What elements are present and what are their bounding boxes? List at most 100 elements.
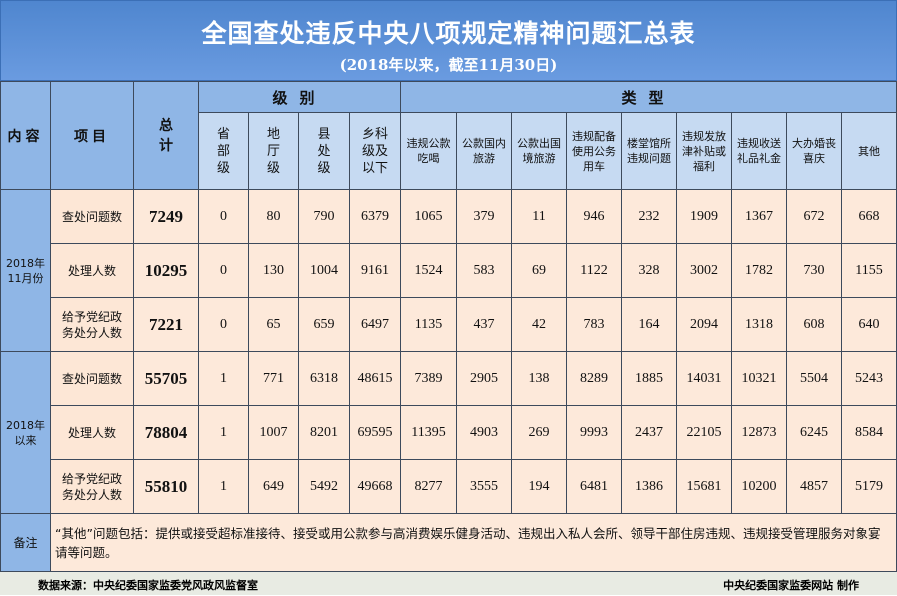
type-value: 730 [786,243,843,298]
row-item: 给予党纪政务处分人数 [50,459,134,514]
level-value: 6379 [348,189,402,244]
type-value: 8584 [841,405,897,460]
level-value: 1 [198,405,249,460]
header-type: 公款国内旅游 [456,112,513,190]
page-subtitle: (2018年以来，截至11月30日) [339,56,558,74]
type-value: 2094 [676,297,733,352]
header-total: 总计 [133,81,199,190]
type-value: 5243 [841,351,897,406]
level-value: 130 [248,243,299,298]
table-row: 处理人数 10295 0 130 1004 9161 1524 583 69 1122 328 300… [1,243,897,298]
row-item: 查处问题数 [50,351,134,406]
type-value: 1122 [566,243,623,298]
header-item: 项目 [50,81,134,190]
level-value: 0 [198,243,249,298]
type-value: 22105 [676,405,733,460]
title-banner: 全国查处违反中央八项规定精神问题汇总表 (2018年以来，截至11月30日) [0,0,897,81]
type-value: 14031 [676,351,733,406]
level-value: 5492 [298,459,350,514]
type-value: 15681 [676,459,733,514]
type-value: 608 [786,297,843,352]
header-type: 其他 [841,112,897,190]
level-value: 0 [198,297,249,352]
table-row: 2018年以来 查处问题数 55705 1 771 6318 48615 7389 2905 13… [0,351,897,514]
row-item: 处理人数 [50,243,134,298]
type-value: 3002 [676,243,733,298]
type-value: 668 [841,189,897,244]
type-value: 583 [456,243,513,298]
header-type: 大办婚丧喜庆 [786,112,843,190]
type-value: 328 [621,243,678,298]
level-value: 649 [248,459,299,514]
table-row: 给予党纪政务处分人数 55810 1 649 5492 49668 8277 3555 194 6… [1,459,897,514]
summary-table: 内容 项目 总计 级别 类型 省部级 地厅级 县处级 乡科级及以下 违规公款吃喝 公款国内… [0,81,897,572]
level-value: 69595 [348,405,402,460]
header-type: 违规配备使用公务用车 [566,112,623,190]
note-label: 备注 [0,513,51,572]
type-value: 6481 [566,459,623,514]
type-value: 6245 [786,405,843,460]
page-title: 全国查处违反中央八项规定精神问题汇总表 [201,19,696,48]
row-total: 10295 [133,243,199,298]
level-value: 1 [198,459,249,514]
level-value: 771 [248,351,299,406]
type-value: 5504 [786,351,843,406]
type-value: 1782 [731,243,788,298]
level-value: 49668 [348,459,402,514]
row-total: 78804 [133,405,199,460]
note-text: “其他”问题包括：提供或接受超标准接待、接受或用公款参与高消费娱乐健身活动、违规… [49,513,897,572]
type-value: 1524 [400,243,458,298]
header-total-label: 总计 [159,117,173,154]
type-value: 783 [566,297,623,352]
header-level-label: 县处级 [317,126,331,176]
type-value: 42 [511,297,568,352]
type-value: 437 [456,297,513,352]
header-level-group: 级别 [197,81,402,113]
level-value: 6318 [298,351,350,406]
type-value: 12873 [731,405,788,460]
type-value: 232 [621,189,678,244]
level-value: 1004 [298,243,350,298]
type-value: 11395 [400,405,458,460]
type-value: 5179 [841,459,897,514]
level-value: 790 [298,189,350,244]
type-value: 269 [511,405,568,460]
header-type: 公款出国境旅游 [511,112,568,190]
table-row: 处理人数 78804 1 1007 8201 69595 11395 4903 269 9993 2… [1,405,897,460]
header-type: 违规发放津补贴或福利 [676,112,733,190]
level-value: 1 [198,351,249,406]
level-value: 1007 [248,405,299,460]
header-type: 违规公款吃喝 [400,112,458,190]
type-value: 2437 [621,405,678,460]
type-value: 10321 [731,351,788,406]
level-value: 6497 [348,297,402,352]
type-value: 138 [511,351,568,406]
type-value: 1386 [621,459,678,514]
type-value: 1155 [841,243,897,298]
level-value: 0 [198,189,249,244]
row-total: 7249 [133,189,199,244]
type-value: 2905 [456,351,513,406]
row-item: 给予党纪政务处分人数 [50,297,134,352]
footer: 数据来源：中央纪委国家监委党风政风监督室 中央纪委国家监委网站 制作 [0,572,897,595]
table-row: 2018年11月份 查处问题数 7249 0 80 790 6379 1065 379 11 946… [0,189,897,352]
header-level: 县处级 [298,112,350,190]
type-value: 946 [566,189,623,244]
type-value: 69 [511,243,568,298]
data-source: 数据来源：中央纪委国家监委党风政风监督室 [38,579,258,592]
type-value: 672 [786,189,843,244]
group-label: 2018年11月份 [0,189,51,352]
header-level-label: 地厅级 [266,126,280,176]
row-total: 7221 [133,297,199,352]
type-value: 164 [621,297,678,352]
header-content: 内容 [0,81,51,190]
type-value: 1367 [731,189,788,244]
type-value: 11 [511,189,568,244]
header-type-group: 类型 [400,81,897,113]
header-type: 违规收送礼品礼金 [731,112,788,190]
type-value: 4857 [786,459,843,514]
header-level: 省部级 [198,112,249,190]
level-value: 48615 [348,351,402,406]
type-value: 3555 [456,459,513,514]
type-value: 379 [456,189,513,244]
